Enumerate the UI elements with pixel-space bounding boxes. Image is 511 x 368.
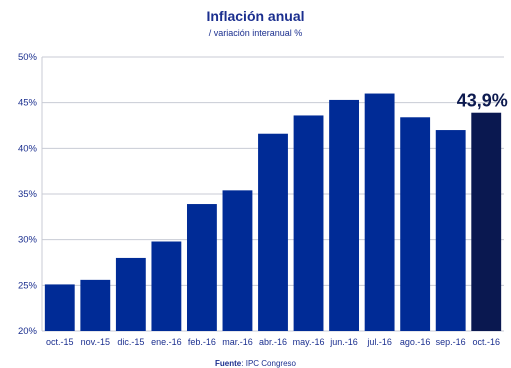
x-tick-label: dic.-15 <box>117 337 144 347</box>
bar <box>80 279 111 331</box>
x-tick-label: abr.-16 <box>259 337 287 347</box>
bar <box>258 133 288 331</box>
x-tick-label: oct.-15 <box>46 337 74 347</box>
bar <box>435 130 466 331</box>
y-tick-label: 20% <box>18 326 38 337</box>
x-tick-label: oct.-16 <box>472 337 500 347</box>
x-tick-label: feb.-16 <box>188 337 216 347</box>
x-tick-label: mar.-16 <box>222 337 253 347</box>
bar <box>151 241 182 331</box>
chart-title: Inflación anual <box>206 8 305 24</box>
bar <box>471 112 502 331</box>
data-label: 43,9% <box>457 91 508 111</box>
x-tick-label: ago.-16 <box>400 337 431 347</box>
x-tick-label: may.-16 <box>293 337 325 347</box>
x-tick-label: jun.-16 <box>329 337 358 347</box>
chart-source: Fuente: IPC Congreso <box>215 359 296 368</box>
x-tick-label: sep.-16 <box>436 337 466 347</box>
bar <box>329 99 360 331</box>
y-tick-label: 30% <box>18 235 38 246</box>
bar <box>186 204 217 331</box>
y-tick-label: 50% <box>18 52 38 63</box>
bar <box>115 257 146 331</box>
source-label: Fuente <box>215 359 242 368</box>
x-tick-label: nov.-15 <box>81 337 110 347</box>
y-tick-label: 35% <box>18 189 38 200</box>
y-tick-label: 45% <box>18 98 38 109</box>
bar <box>44 284 75 331</box>
bar <box>293 115 324 331</box>
y-tick-label: 40% <box>18 143 38 154</box>
y-tick-label: 25% <box>18 280 38 291</box>
bar <box>222 190 253 331</box>
bar <box>364 93 395 332</box>
source-text: IPC Congreso <box>245 359 296 368</box>
chart-subtitle: / variación interanual % <box>208 28 303 38</box>
x-tick-label: jul.-16 <box>366 337 392 347</box>
bar <box>400 117 431 331</box>
x-tick-label: ene.-16 <box>151 337 182 347</box>
